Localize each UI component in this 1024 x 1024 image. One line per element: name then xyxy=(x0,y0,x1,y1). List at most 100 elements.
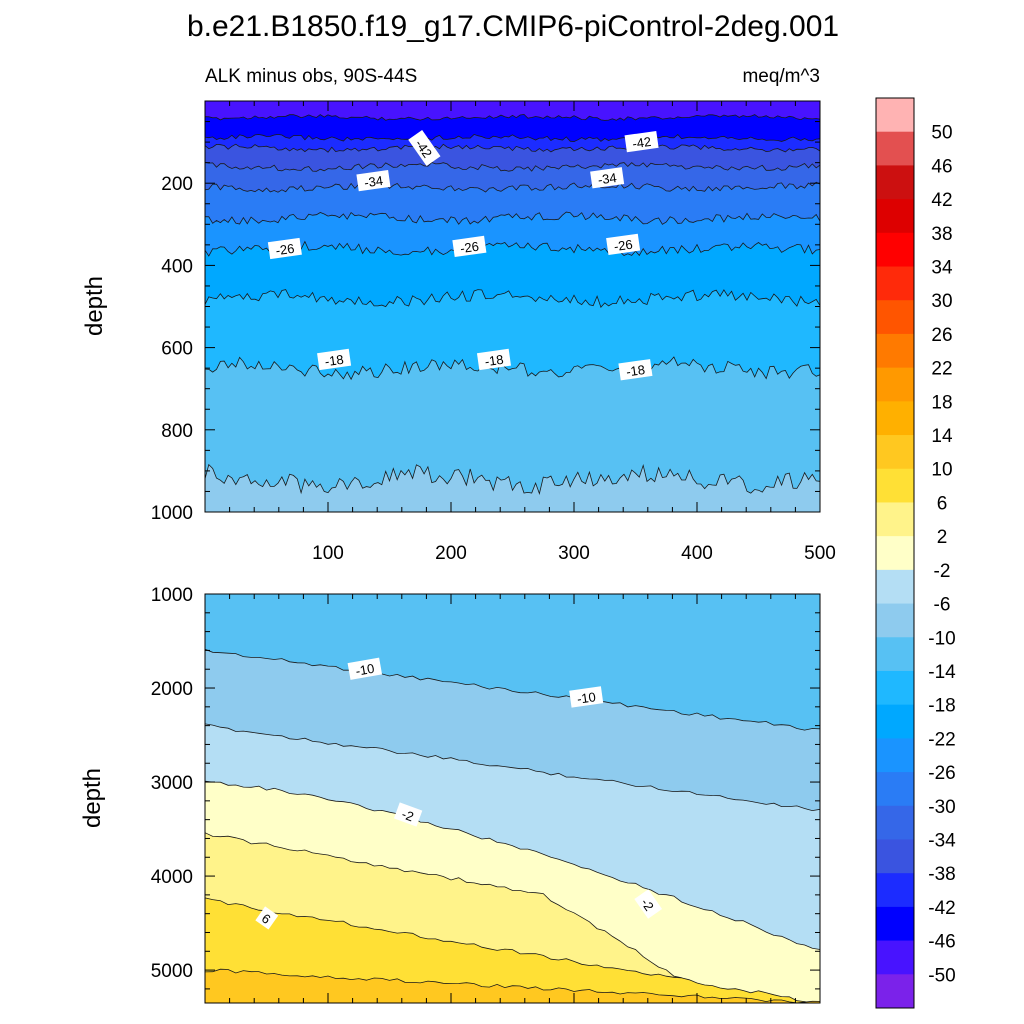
colorbar-label: -2 xyxy=(934,561,951,582)
upper-x-tick-label: 400 xyxy=(681,543,713,564)
left-string: ALK minus obs, 90S-44S xyxy=(205,66,417,87)
colorbar-label: 18 xyxy=(931,392,952,413)
upper-contour-label-text: -18 xyxy=(484,352,505,369)
colorbar-label: 34 xyxy=(931,258,953,279)
upper-contour-label-box xyxy=(476,348,512,371)
colorbar-label: -38 xyxy=(928,864,955,885)
lower-contour-line xyxy=(204,648,821,731)
colorbar-swatch xyxy=(876,873,914,908)
upper-contour-label-text: -26 xyxy=(459,239,480,256)
colorbar-swatch xyxy=(876,199,914,234)
lower-fill-band xyxy=(205,897,820,1003)
upper-contour-label-text: -18 xyxy=(324,352,345,369)
colorbar-swatch xyxy=(876,839,914,874)
colorbar-swatch xyxy=(876,435,914,470)
lower-contour-label-box xyxy=(347,657,383,680)
colorbar-swatch xyxy=(876,670,914,706)
lower-contour-label-box xyxy=(634,889,663,919)
upper-y-tick-label: 800 xyxy=(161,421,193,442)
lower-contour-label-text: -10 xyxy=(354,661,375,679)
upper-contour-line xyxy=(204,463,821,495)
colorbar-label: -26 xyxy=(928,763,955,784)
upper-y-tick-label: 400 xyxy=(161,256,193,277)
colorbar-swatch xyxy=(876,637,914,672)
lower-plot-frame xyxy=(204,593,821,1004)
upper-contour-label: -18 xyxy=(317,348,352,371)
upper-y-tick-label: 1000 xyxy=(151,503,193,524)
lower-contour-line xyxy=(204,968,821,1004)
lower-contour-label-text: -2 xyxy=(400,806,416,824)
upper-fill-band xyxy=(205,464,820,512)
colorbar-swatch xyxy=(876,401,914,436)
upper-contour-line xyxy=(204,240,821,257)
colorbar-label: -42 xyxy=(928,898,955,919)
colorbar-label: -10 xyxy=(928,628,955,649)
colorbar-swatch xyxy=(876,805,914,840)
colorbar-swatch xyxy=(876,772,914,807)
upper-fill-band xyxy=(205,357,820,512)
colorbar-label: -50 xyxy=(928,965,955,986)
upper-contour-label-text: -26 xyxy=(613,237,634,254)
upper-contour-label-box xyxy=(408,129,441,166)
colorbar-label: 10 xyxy=(931,460,952,481)
upper-contour-line xyxy=(204,113,821,121)
colorbar-label: 6 xyxy=(937,493,948,514)
colorbar-swatch xyxy=(876,738,914,773)
colorbar-label: 42 xyxy=(931,190,952,211)
upper-y-tick-label: 600 xyxy=(161,339,193,360)
upper-contour-label-box xyxy=(452,235,487,258)
upper-contour-label-text: -34 xyxy=(597,170,618,187)
upper-contour-label: -34 xyxy=(356,170,391,192)
colorbar-label: 2 xyxy=(937,527,948,548)
colorbar-label: -30 xyxy=(928,797,955,818)
upper-contour-line xyxy=(204,162,821,172)
colorbar-label: -18 xyxy=(928,696,955,717)
upper-contour-label-box xyxy=(618,359,653,381)
lower-y-tick-label: 4000 xyxy=(151,867,193,888)
upper-contour-label-box xyxy=(317,348,352,371)
lower-contour-line xyxy=(204,780,821,950)
lower-contour-label-text: -10 xyxy=(576,689,597,706)
colorbar-swatch xyxy=(876,367,914,402)
colorbar-label: 46 xyxy=(931,156,952,177)
upper-contour-line xyxy=(204,181,821,193)
upper-contour-label-text: -42 xyxy=(631,134,652,151)
colorbar-swatch xyxy=(876,502,914,537)
upper-x-tick-label: 500 xyxy=(804,543,836,564)
upper-contour-label-text: -26 xyxy=(275,241,296,258)
lower-contour-label-box xyxy=(393,802,423,827)
colorbar-label: 14 xyxy=(931,426,953,447)
colorbar-swatch xyxy=(876,131,914,166)
lower-contour-line xyxy=(204,897,820,1004)
colorbar-swatch xyxy=(876,232,914,268)
upper-x-tick-label: 300 xyxy=(558,543,590,564)
colorbar-label: 30 xyxy=(931,291,952,312)
upper-contour-label: -26 xyxy=(606,233,641,255)
colorbar-label: -22 xyxy=(928,729,955,750)
upper-contour-label-text: -18 xyxy=(625,362,646,379)
lower-contour-label: -2 xyxy=(634,889,663,919)
upper-contour-label-text: -34 xyxy=(363,173,384,190)
colorbar-label: 26 xyxy=(931,325,952,346)
upper-contour-label: -18 xyxy=(476,348,512,371)
colorbar-frame xyxy=(875,97,915,1009)
colorbar-label: -34 xyxy=(928,830,956,851)
upper-y-tick-label: 200 xyxy=(161,174,193,195)
upper-x-tick-label: 100 xyxy=(312,543,344,564)
upper-contour-line xyxy=(204,356,821,381)
upper-contour-label-box xyxy=(267,237,302,260)
colorbar-swatch xyxy=(876,300,914,335)
lower-contour-label: -10 xyxy=(569,686,604,708)
upper-contour-label: -26 xyxy=(267,237,302,260)
lower-contour-label-box xyxy=(569,686,604,708)
colorbar-swatch xyxy=(876,940,914,975)
figure-title: b.e21.B1850.f19_g17.CMIP6-piControl-2deg… xyxy=(187,10,839,43)
lower-contour-label-box xyxy=(255,906,279,930)
upper-contour-label-box xyxy=(624,130,659,153)
lower-contour-label: 6 xyxy=(255,906,279,930)
lower-contour-label: -2 xyxy=(393,802,423,827)
colorbar-swatch xyxy=(876,98,914,133)
lower-contour-panel: 1000 2000 3000 4000 5000 -10 -10 -2 -2 6 xyxy=(151,585,821,1004)
